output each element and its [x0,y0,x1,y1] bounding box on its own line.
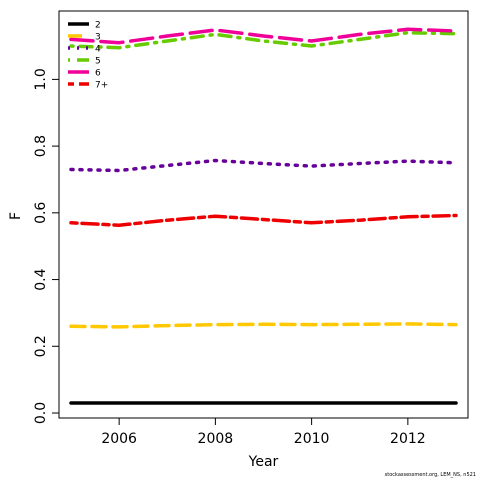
x-tick-label: 2010 [294,431,330,447]
x-axis: 2006 2008 2010 2012 [101,418,426,447]
series-lines [69,27,458,405]
y-tick-label: 0.2 [33,335,49,357]
legend-label-1: 3 [95,33,101,43]
y-tick-label: 0.8 [33,135,49,157]
x-tick-label: 2006 [101,431,137,447]
legend: 2 3 4 5 6 7+ [68,21,108,91]
credit-text: stockassessment.org, LEM_NS, n521 [384,472,476,478]
legend-label-3: 5 [95,57,101,67]
x-tick-label: 2012 [390,431,426,447]
series-line-1 [69,322,458,329]
legend-label-0: 2 [95,21,101,31]
series-line-4 [69,27,458,45]
plot-frame [58,10,469,419]
legend-label-2: 4 [95,45,101,55]
y-axis: 0.0 0.2 0.4 0.6 0.8 1.0 [33,68,59,424]
y-tick-label: 0.6 [33,202,49,224]
series-line-5 [69,213,458,227]
y-tick-label: 1.0 [33,68,49,90]
series-line-2 [69,158,458,173]
legend-label-5: 7+ [95,81,108,91]
y-tick-label: 0.4 [33,268,49,290]
legend-label-4: 6 [95,69,101,79]
series-line-3 [69,30,458,50]
y-axis-label: F [8,212,24,220]
x-tick-label: 2008 [198,431,234,447]
x-axis-label: Year [248,454,279,470]
y-tick-label: 0.0 [33,402,49,424]
